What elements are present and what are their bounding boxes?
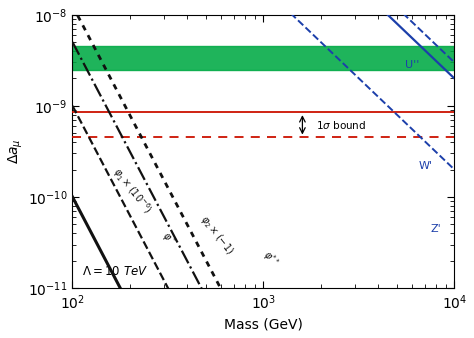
Bar [73,46,455,70]
Text: U'': U'' [405,60,419,70]
Text: $\varphi^*$: $\varphi^*$ [158,229,179,249]
Text: $\varphi^{**}$: $\varphi^{**}$ [259,247,282,270]
Text: Z': Z' [430,223,441,234]
Y-axis label: $\Delta a_{\mu}$: $\Delta a_{\mu}$ [7,139,25,164]
X-axis label: Mass (GeV): Mass (GeV) [224,317,303,331]
Text: W': W' [419,161,433,171]
Text: $\Lambda = 10$ TeV: $\Lambda = 10$ TeV [82,265,148,277]
Text: $1\sigma$ bound: $1\sigma$ bound [316,119,366,131]
Text: $\varphi_2 \times (-1)$: $\varphi_2 \times (-1)$ [197,212,237,257]
Text: $\varphi_1 \times (10^{-6})$: $\varphi_1 \times (10^{-6})$ [109,164,155,217]
